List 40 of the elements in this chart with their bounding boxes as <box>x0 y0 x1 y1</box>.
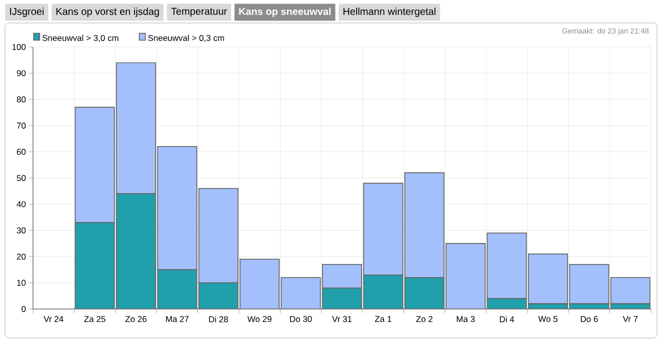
x-tick-label: Ma 27 <box>166 316 189 322</box>
x-tick-label: Wo 5 <box>538 316 558 322</box>
y-tick-label: 20 <box>16 254 26 260</box>
legend-label: Sneeuwval > 0,3 cm <box>148 34 224 42</box>
y-tick-label: 50 <box>16 174 26 182</box>
x-tick-label: Di 4 <box>500 316 514 322</box>
x-tick-label: Za 1 <box>374 316 392 322</box>
bar <box>404 277 444 309</box>
y-tick-label: 70 <box>16 122 26 129</box>
bar <box>363 274 404 309</box>
y-tick-label: 60 <box>16 148 26 155</box>
text: Kans op vorst en ijsdag <box>56 8 159 17</box>
bar <box>157 269 198 309</box>
y-tick-label: 40 <box>16 201 26 208</box>
x-tick-label: Vr 31 <box>332 316 352 322</box>
x-tick-label: Di 28 <box>209 316 228 322</box>
bar <box>74 222 115 309</box>
x-tick-label: Do 30 <box>290 316 312 322</box>
x-tick-label: Zo 26 <box>125 316 146 322</box>
text: IJsgroei <box>10 8 44 17</box>
text: Hellmann wintergetal <box>344 8 436 17</box>
x-tick-label: Za 25 <box>84 316 106 322</box>
bar <box>116 193 156 309</box>
text: Temperatuur <box>171 8 227 17</box>
x-tick-label: Ma 3 <box>456 316 475 322</box>
y-tick-label: 100 <box>12 44 26 50</box>
y-tick-label: 0 <box>22 306 26 312</box>
bar <box>322 288 362 309</box>
x-tick-label: Wo 29 <box>247 316 272 322</box>
y-tick-label: 30 <box>16 227 26 234</box>
legend-label: Sneeuwval > 3,0 cm <box>42 34 118 42</box>
chart-title: Kans op sneeuwval <box>239 8 331 17</box>
bar <box>198 282 238 309</box>
y-tick-label: 80 <box>16 96 26 102</box>
x-tick-label: Do 6 <box>580 316 598 322</box>
x-tick-label: Vr 7 <box>622 316 638 322</box>
y-tick-label: 10 <box>17 280 26 286</box>
x-tick-label: Vr 24 <box>44 316 64 322</box>
x-tick-label: Zo 2 <box>416 316 432 322</box>
y-tick-label: 90 <box>16 70 26 76</box>
